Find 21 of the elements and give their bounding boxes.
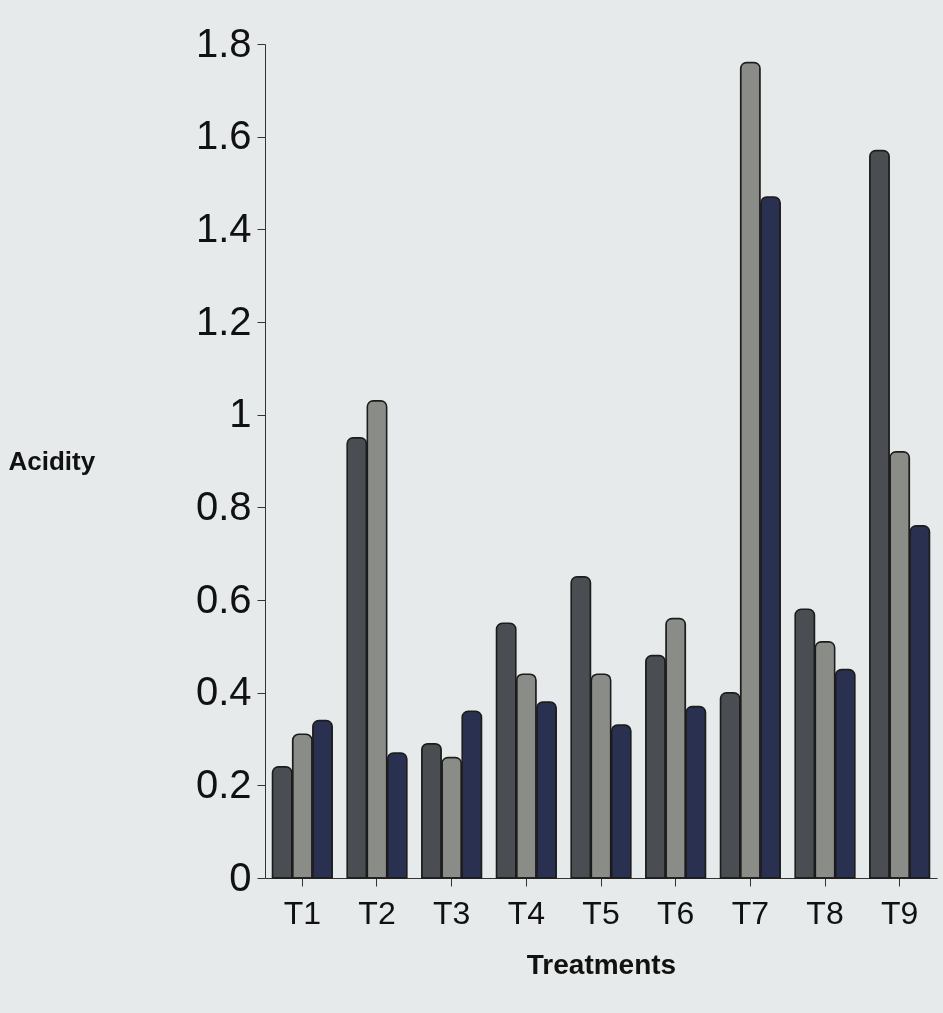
y-axis-title: Acidity: [8, 445, 96, 476]
y-tick-label: 0.6: [195, 576, 252, 621]
x-tick-label: T9: [880, 894, 919, 931]
y-tick-label: 1.4: [195, 205, 252, 250]
y-tick-label: 0.4: [195, 669, 252, 714]
x-tick-label: T7: [731, 894, 770, 931]
x-tick-label: T2: [358, 894, 396, 931]
y-tick-label: 1.8: [195, 20, 252, 65]
x-axis-title: Treatments: [526, 948, 677, 980]
y-tick-label: 0.2: [195, 761, 252, 806]
x-tick-label: T4: [507, 894, 546, 931]
y-tick-label: 0: [229, 854, 252, 899]
x-tick-label: T3: [432, 894, 471, 931]
x-tick-label: T5: [582, 894, 620, 931]
y-tick-label: 1: [229, 391, 252, 436]
x-tick-label: T1: [283, 894, 322, 931]
y-tick-label: 1.6: [195, 113, 252, 158]
x-tick-label: T8: [806, 894, 844, 931]
x-tick-label: T6: [656, 894, 695, 931]
y-tick-label: 1.2: [195, 298, 252, 343]
y-tick-label: 0.8: [195, 483, 252, 528]
